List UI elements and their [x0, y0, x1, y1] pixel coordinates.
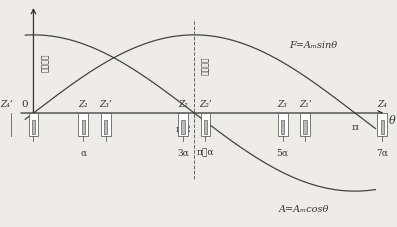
Bar [378, 114, 387, 137]
Bar [32, 121, 35, 134]
Bar [200, 114, 210, 137]
Bar [278, 114, 287, 137]
Text: π: π [351, 123, 358, 132]
Text: Z₂’: Z₂’ [199, 99, 212, 108]
Text: Z₁: Z₁ [78, 99, 88, 108]
Bar [303, 121, 307, 134]
Bar [104, 121, 108, 134]
Bar [204, 121, 207, 134]
Text: 5α: 5α [277, 148, 289, 157]
Text: Z₃’: Z₃’ [99, 99, 112, 108]
Text: Z₄’: Z₄’ [0, 99, 12, 108]
Bar [101, 114, 111, 137]
Text: α: α [80, 148, 86, 157]
Text: 极中性线: 极中性线 [40, 54, 50, 72]
Text: 7α: 7α [376, 148, 388, 157]
Text: Z₂: Z₂ [178, 99, 188, 108]
Bar [300, 114, 310, 137]
Bar [178, 114, 188, 137]
Text: Z₃: Z₃ [278, 99, 287, 108]
Bar [381, 121, 384, 134]
Bar [78, 114, 88, 137]
Text: Z₁’: Z₁’ [299, 99, 312, 108]
Text: F=Aₘsinθ: F=Aₘsinθ [289, 41, 337, 49]
Bar [1, 114, 11, 137]
Bar [281, 121, 284, 134]
Bar [4, 121, 8, 134]
Text: 极中心线: 极中心线 [201, 56, 210, 74]
Bar [82, 121, 85, 134]
Text: A=Aₘcosθ: A=Aₘcosθ [279, 204, 330, 213]
Text: θ: θ [389, 116, 395, 126]
Text: 0: 0 [22, 99, 28, 108]
Text: π－α: π－α [197, 148, 214, 157]
Text: 3α: 3α [177, 148, 189, 157]
Text: π/2: π/2 [176, 124, 192, 133]
Bar [29, 114, 39, 137]
Text: Z₄: Z₄ [377, 99, 387, 108]
Bar [181, 121, 185, 134]
